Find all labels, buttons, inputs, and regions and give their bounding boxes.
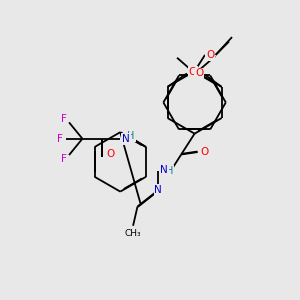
Text: O: O <box>195 68 203 79</box>
Text: O: O <box>200 147 208 157</box>
Text: O: O <box>106 149 114 159</box>
Text: F: F <box>57 134 62 144</box>
Text: CH₃: CH₃ <box>125 229 141 238</box>
Text: N: N <box>122 134 130 144</box>
Text: O: O <box>206 50 214 60</box>
Text: O: O <box>189 67 197 77</box>
Text: N: N <box>154 185 162 195</box>
Text: N: N <box>160 165 168 175</box>
Text: F: F <box>61 154 67 164</box>
Text: H: H <box>166 166 173 176</box>
Text: F: F <box>61 114 67 124</box>
Text: H: H <box>128 131 135 141</box>
